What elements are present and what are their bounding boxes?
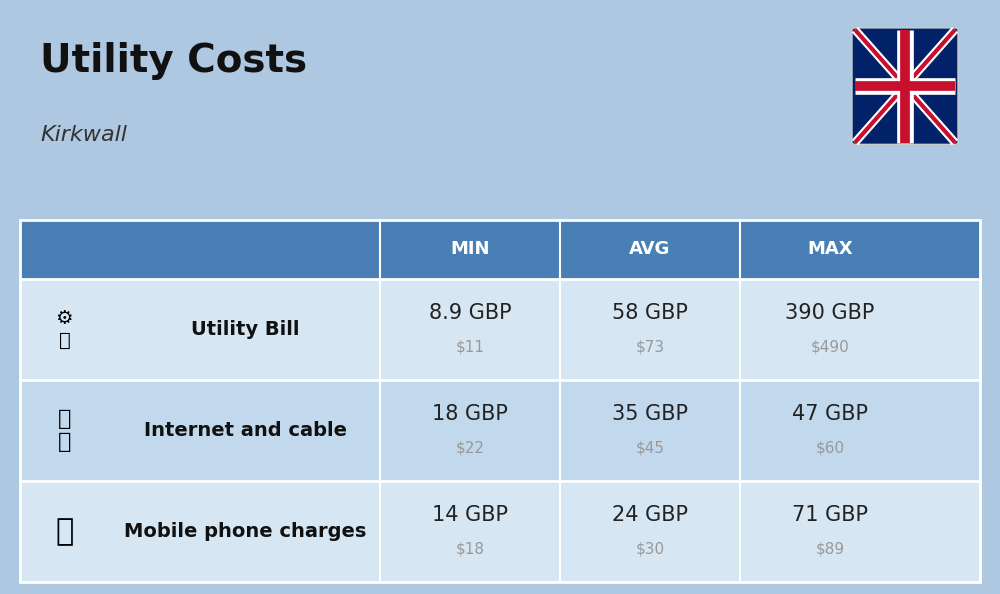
Text: 24 GBP: 24 GBP (612, 505, 688, 525)
Text: AVG: AVG (629, 241, 671, 258)
Text: 📶
🖥: 📶 🖥 (58, 409, 72, 452)
Text: MAX: MAX (807, 241, 853, 258)
Text: Mobile phone charges: Mobile phone charges (124, 522, 366, 541)
Text: Utility Bill: Utility Bill (191, 320, 299, 339)
Text: Kirkwall: Kirkwall (40, 125, 127, 145)
Text: 14 GBP: 14 GBP (432, 505, 508, 525)
Text: 📱: 📱 (56, 517, 74, 546)
Text: 47 GBP: 47 GBP (792, 404, 868, 424)
FancyBboxPatch shape (20, 220, 980, 279)
Text: $73: $73 (635, 340, 665, 355)
Text: 35 GBP: 35 GBP (612, 404, 688, 424)
Text: ⚙️
🔌: ⚙️ 🔌 (56, 309, 74, 350)
Text: 71 GBP: 71 GBP (792, 505, 868, 525)
FancyBboxPatch shape (20, 380, 980, 481)
Text: $22: $22 (456, 441, 484, 456)
Text: $30: $30 (635, 542, 665, 557)
Text: $60: $60 (815, 441, 845, 456)
FancyBboxPatch shape (20, 279, 980, 380)
Text: 8.9 GBP: 8.9 GBP (429, 303, 511, 323)
Text: Internet and cable: Internet and cable (144, 421, 347, 440)
FancyBboxPatch shape (852, 28, 958, 144)
Text: Utility Costs: Utility Costs (40, 42, 307, 80)
Text: $18: $18 (456, 542, 484, 557)
Text: $11: $11 (456, 340, 484, 355)
Text: MIN: MIN (450, 241, 490, 258)
Text: 18 GBP: 18 GBP (432, 404, 508, 424)
Text: 390 GBP: 390 GBP (785, 303, 875, 323)
Text: 58 GBP: 58 GBP (612, 303, 688, 323)
Text: $45: $45 (636, 441, 664, 456)
Text: $490: $490 (811, 340, 849, 355)
FancyBboxPatch shape (20, 481, 980, 582)
Text: $89: $89 (815, 542, 845, 557)
